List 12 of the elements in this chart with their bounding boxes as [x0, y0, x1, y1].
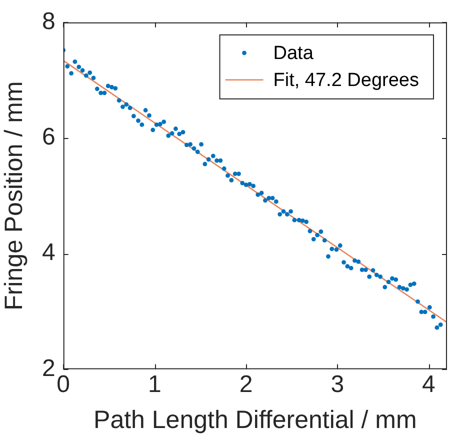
x-tick-label: 0 — [56, 371, 70, 398]
legend-label: Data — [273, 43, 314, 64]
x-axis-title: Path Length Differential / mm — [94, 406, 417, 434]
x-tick-label: 2 — [239, 371, 253, 398]
legend-label: Fit, 47.2 Degrees — [273, 70, 420, 92]
y-axis-title: Fringe Position / mm — [0, 81, 28, 310]
y-tick-label: 6 — [42, 124, 56, 151]
x-tick-label: 3 — [330, 371, 344, 398]
x-tick-label: 1 — [148, 371, 162, 398]
y-tick-label: 8 — [42, 8, 56, 36]
y-tick-label: 4 — [42, 239, 56, 266]
x-tick-label: 4 — [422, 371, 436, 398]
